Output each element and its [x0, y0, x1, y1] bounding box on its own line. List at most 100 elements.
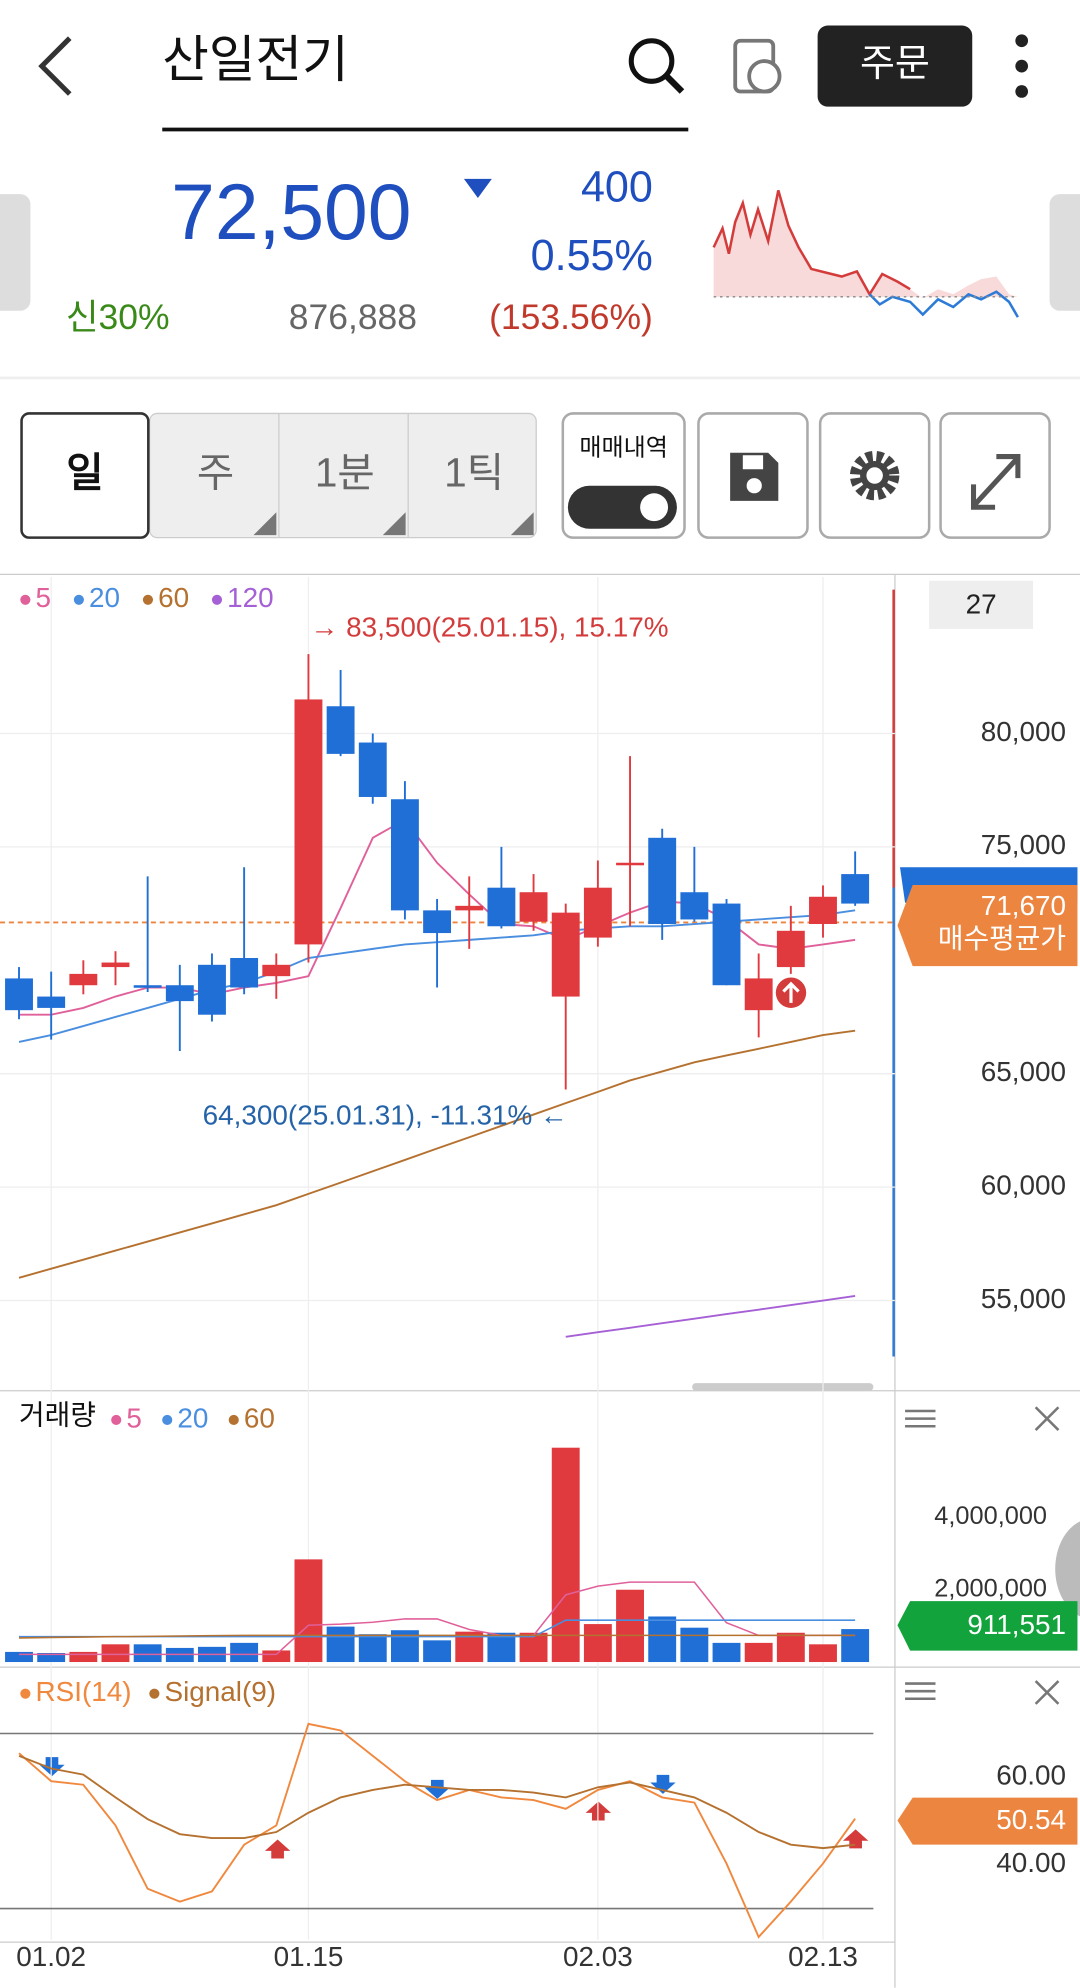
volume-bar	[69, 1651, 98, 1663]
legend-label: 5	[126, 1402, 142, 1433]
refresh-icon[interactable]	[733, 38, 782, 94]
legend-dot	[20, 1688, 31, 1699]
average-price-name: 매수평균가	[938, 923, 1066, 954]
candle-body	[616, 862, 644, 866]
candle-body	[648, 837, 677, 924]
volume-bar	[358, 1634, 387, 1663]
y-tick-label: 2,000,000	[934, 1574, 1047, 1602]
x-tick-label: 01.15	[274, 1941, 344, 1972]
volume-bar	[423, 1640, 452, 1663]
legend-label: 60	[158, 582, 189, 613]
volume-bar	[712, 1642, 741, 1663]
legend-label: 20	[89, 582, 120, 613]
volume: 876,888	[289, 297, 417, 337]
candle-body	[487, 887, 516, 927]
period-tab[interactable]: 1분	[315, 449, 375, 495]
legend-dot	[211, 594, 223, 605]
expand-button[interactable]	[939, 412, 1051, 539]
counter: 27	[966, 588, 997, 619]
prev-stock[interactable]	[0, 194, 31, 311]
legend-dot	[111, 1414, 122, 1425]
tab-corners	[253, 512, 534, 536]
order-button-label[interactable]: 주문	[860, 43, 930, 85]
save-icon	[730, 452, 779, 501]
line-series	[18, 1754, 856, 1850]
y-tick-label: 4,000,000	[934, 1502, 1047, 1530]
x-tick-label: 01.02	[16, 1941, 86, 1972]
period-tab[interactable]: 1틱	[444, 449, 504, 495]
volume-bar	[230, 1642, 259, 1663]
legend-dot	[20, 594, 31, 605]
volume-bar	[841, 1629, 870, 1663]
high-annotation: → 83,500(25.01.15), 15.17%	[311, 611, 669, 642]
candle-body	[809, 896, 837, 924]
next-stock[interactable]	[1049, 194, 1080, 311]
sparkline	[712, 189, 1019, 318]
line-series	[19, 1581, 856, 1656]
volume-tag	[897, 1601, 1078, 1651]
pane-menu[interactable]	[905, 1409, 936, 1428]
line-series	[19, 1634, 856, 1639]
volume-bar	[583, 1624, 612, 1663]
legend-label: 120	[227, 582, 274, 613]
side-handle[interactable]	[1055, 1521, 1080, 1617]
counter-box	[929, 580, 1034, 629]
candle-body	[326, 706, 355, 754]
settings-button[interactable]	[818, 412, 931, 539]
volume-bar	[133, 1644, 162, 1663]
legend-label: Signal(9)	[164, 1676, 276, 1707]
gear-icon	[849, 450, 900, 501]
volume-bar	[37, 1652, 66, 1663]
stock-title: 산일전기	[162, 31, 349, 88]
volume-bar	[487, 1632, 516, 1663]
y-tick-label: 65,000	[981, 1056, 1066, 1087]
volume-bar	[648, 1616, 677, 1663]
order-button[interactable]	[817, 25, 973, 107]
change-rate: 0.55%	[531, 232, 653, 280]
volume-bar	[616, 1589, 644, 1663]
back-button[interactable]	[38, 36, 72, 96]
expand-icon	[970, 454, 1021, 510]
legend-dot	[162, 1414, 173, 1425]
candle-body	[423, 910, 452, 934]
low-annotation: 64,300(25.01.31), -11.31% ←	[203, 1099, 568, 1130]
down-arrow	[463, 178, 492, 198]
period-tab[interactable]: 일	[66, 449, 103, 495]
pane-close[interactable]	[1034, 1406, 1060, 1431]
line-series	[565, 1295, 856, 1338]
period-tab-selected[interactable]	[20, 412, 150, 539]
legend-label: 20	[177, 1402, 208, 1433]
rsi-current: 50.54	[996, 1804, 1066, 1835]
line-series	[18, 1029, 856, 1279]
candle-body	[37, 996, 66, 1008]
volume-bar	[744, 1642, 773, 1663]
candle-body	[551, 912, 580, 997]
candle-body	[390, 799, 419, 911]
rsi-tag	[897, 1797, 1078, 1845]
legend-dot	[142, 594, 154, 605]
pane-close[interactable]	[1034, 1680, 1060, 1705]
candle-body	[69, 973, 98, 986]
candle-body	[712, 903, 741, 986]
y-tick-label: 80,000	[981, 716, 1066, 747]
search-icon[interactable]	[628, 38, 685, 94]
scrollbar[interactable]	[692, 1383, 874, 1391]
volume-bar	[809, 1644, 837, 1663]
candle-body	[519, 892, 548, 922]
credit: 신30%	[66, 297, 170, 337]
more-menu[interactable]	[1015, 34, 1029, 98]
volume-bar	[551, 1447, 580, 1663]
trade-history-label[interactable]: 매매내역	[579, 434, 668, 461]
period-tab[interactable]: 주	[197, 449, 234, 495]
legend-dot	[73, 594, 84, 605]
volume-bar	[101, 1644, 130, 1663]
legend-label: 5	[35, 582, 51, 613]
volume-bar	[776, 1632, 805, 1663]
candle-body	[230, 958, 259, 988]
legend-label: 60	[244, 1402, 275, 1433]
save-icon-dot	[746, 478, 762, 494]
y-tick-label: 55,000	[981, 1283, 1066, 1314]
volume-bar	[294, 1559, 323, 1663]
pane-menu[interactable]	[905, 1682, 936, 1701]
